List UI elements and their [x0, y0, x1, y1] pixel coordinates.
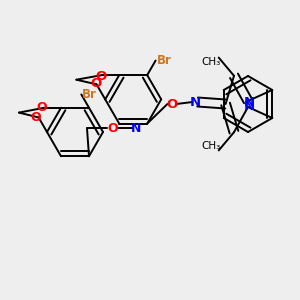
Text: N: N [190, 95, 201, 109]
Text: CH₃: CH₃ [201, 57, 220, 67]
Text: N: N [243, 95, 255, 109]
Text: Br: Br [157, 54, 172, 67]
Text: CH₃: CH₃ [201, 141, 220, 152]
Text: Br: Br [82, 88, 97, 101]
Text: O: O [30, 111, 41, 124]
Text: N: N [131, 122, 141, 135]
Text: N: N [243, 100, 255, 112]
Text: O: O [90, 77, 101, 90]
Text: O: O [95, 70, 106, 83]
Text: O: O [107, 122, 118, 135]
Text: O: O [167, 98, 178, 110]
Text: O: O [36, 101, 46, 114]
